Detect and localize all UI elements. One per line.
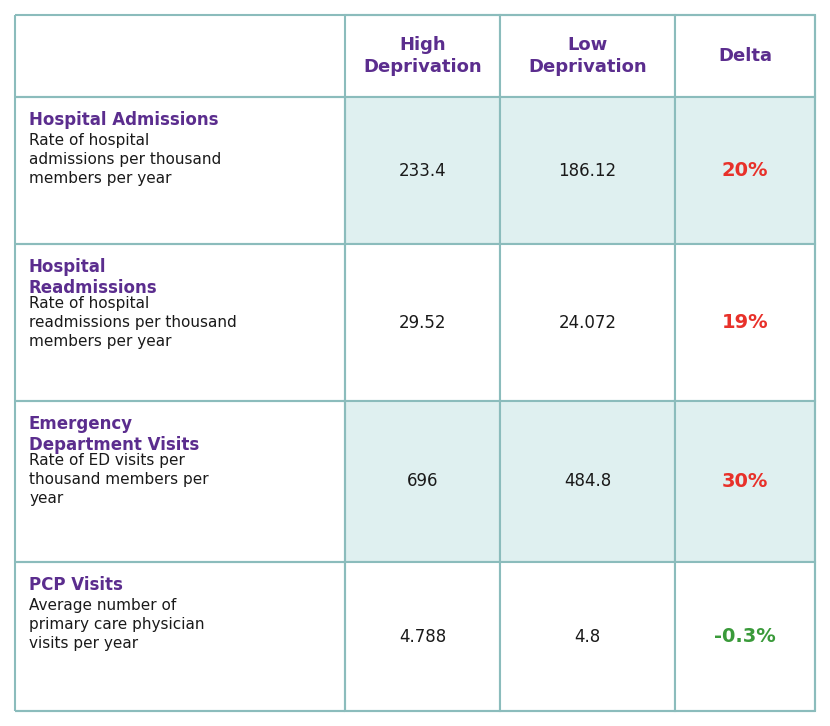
Bar: [500, 244, 675, 401]
Text: 233.4: 233.4: [398, 161, 447, 179]
Bar: [345, 401, 500, 562]
Text: Hospital Admissions: Hospital Admissions: [29, 111, 218, 129]
Text: Hospital
Readmissions: Hospital Readmissions: [29, 258, 158, 297]
Text: 30%: 30%: [722, 472, 769, 491]
Bar: [345, 562, 500, 711]
Text: Average number of
primary care physician
visits per year: Average number of primary care physician…: [29, 598, 204, 651]
Text: High
Deprivation: High Deprivation: [364, 36, 481, 76]
Bar: [500, 562, 675, 711]
Bar: [675, 15, 815, 97]
Bar: [675, 562, 815, 711]
Bar: [675, 244, 815, 401]
Bar: [345, 244, 500, 401]
Bar: [675, 97, 815, 244]
Bar: [15, 97, 345, 244]
Bar: [500, 15, 675, 97]
Text: Rate of hospital
admissions per thousand
members per year: Rate of hospital admissions per thousand…: [29, 133, 222, 187]
Text: 24.072: 24.072: [559, 314, 617, 332]
Text: PCP Visits: PCP Visits: [29, 576, 123, 594]
Bar: [345, 15, 500, 97]
Text: -0.3%: -0.3%: [714, 627, 776, 646]
Text: Rate of ED visits per
thousand members per
year: Rate of ED visits per thousand members p…: [29, 453, 208, 507]
Text: Low
Deprivation: Low Deprivation: [528, 36, 647, 76]
Bar: [15, 15, 345, 97]
Bar: [675, 401, 815, 562]
Text: 19%: 19%: [722, 313, 769, 332]
Text: Rate of hospital
readmissions per thousand
members per year: Rate of hospital readmissions per thousa…: [29, 296, 237, 349]
Text: 484.8: 484.8: [564, 473, 611, 491]
Text: Emergency
Department Visits: Emergency Department Visits: [29, 415, 199, 454]
Bar: [500, 97, 675, 244]
Bar: [15, 244, 345, 401]
Bar: [345, 97, 500, 244]
Bar: [15, 401, 345, 562]
Text: Delta: Delta: [718, 47, 772, 65]
Text: 4.788: 4.788: [399, 627, 447, 645]
Text: 4.8: 4.8: [574, 627, 601, 645]
Text: 29.52: 29.52: [398, 314, 447, 332]
Text: 696: 696: [407, 473, 438, 491]
Bar: [15, 562, 345, 711]
Bar: [500, 401, 675, 562]
Text: 20%: 20%: [722, 161, 769, 180]
Text: 186.12: 186.12: [559, 161, 617, 179]
